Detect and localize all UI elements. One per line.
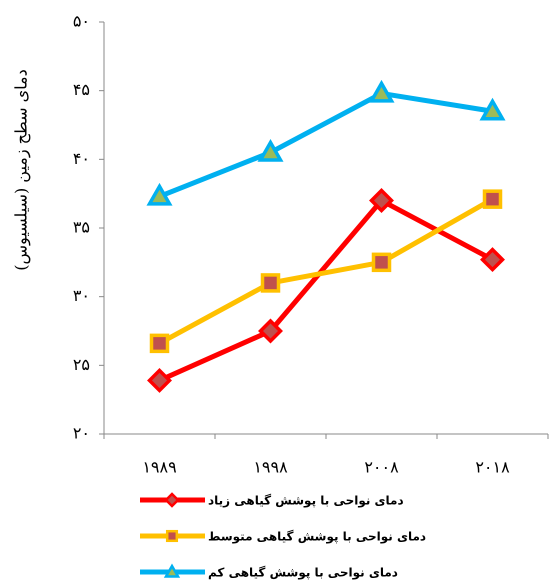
data-point bbox=[371, 252, 392, 273]
x-tick-label: ۱۹۸۹ bbox=[142, 458, 176, 477]
legend-marker bbox=[163, 563, 181, 578]
series-line bbox=[158, 90, 493, 199]
legend-label: دمای نواحی با پوشش گیاهی متوسط bbox=[208, 530, 426, 545]
x-tick-label: ۲۰۰۸ bbox=[364, 458, 399, 477]
y-tick-label: ۲۵ bbox=[73, 355, 90, 374]
data-point bbox=[260, 273, 281, 293]
data-point bbox=[482, 189, 503, 209]
data-point bbox=[258, 318, 283, 344]
legend-marker bbox=[165, 529, 179, 543]
legend-marker bbox=[164, 492, 180, 508]
data-point bbox=[146, 182, 173, 206]
series-line bbox=[158, 196, 494, 346]
y-tick-label: ۴۵ bbox=[73, 80, 90, 99]
y-tick-label: ۳۵ bbox=[73, 218, 90, 237]
data-point bbox=[368, 79, 395, 103]
data-point bbox=[480, 247, 505, 273]
data-point bbox=[147, 367, 172, 393]
data-point bbox=[369, 188, 394, 214]
legend-label: دمای نواحی با پوشش گیاهی زیاد bbox=[208, 494, 404, 509]
y-tick-label: ۳۰ bbox=[73, 286, 90, 305]
x-tick-label: ۱۹۹۸ bbox=[253, 458, 288, 477]
y-tick-label: ۲۰ bbox=[73, 424, 90, 443]
y-tick-label: ۴۰ bbox=[73, 149, 90, 168]
data-point bbox=[479, 97, 506, 121]
y-axis-label: دمای سطح زمین (سیلسیوس) bbox=[12, 69, 31, 270]
y-tick-label: ۵۰ bbox=[73, 12, 90, 31]
data-point bbox=[149, 333, 170, 354]
data-point bbox=[257, 138, 284, 162]
legend-label: دمای نواحی با پوشش گیاهی کم bbox=[208, 566, 398, 581]
x-tick-label: ۲۰۱۸ bbox=[475, 458, 510, 477]
